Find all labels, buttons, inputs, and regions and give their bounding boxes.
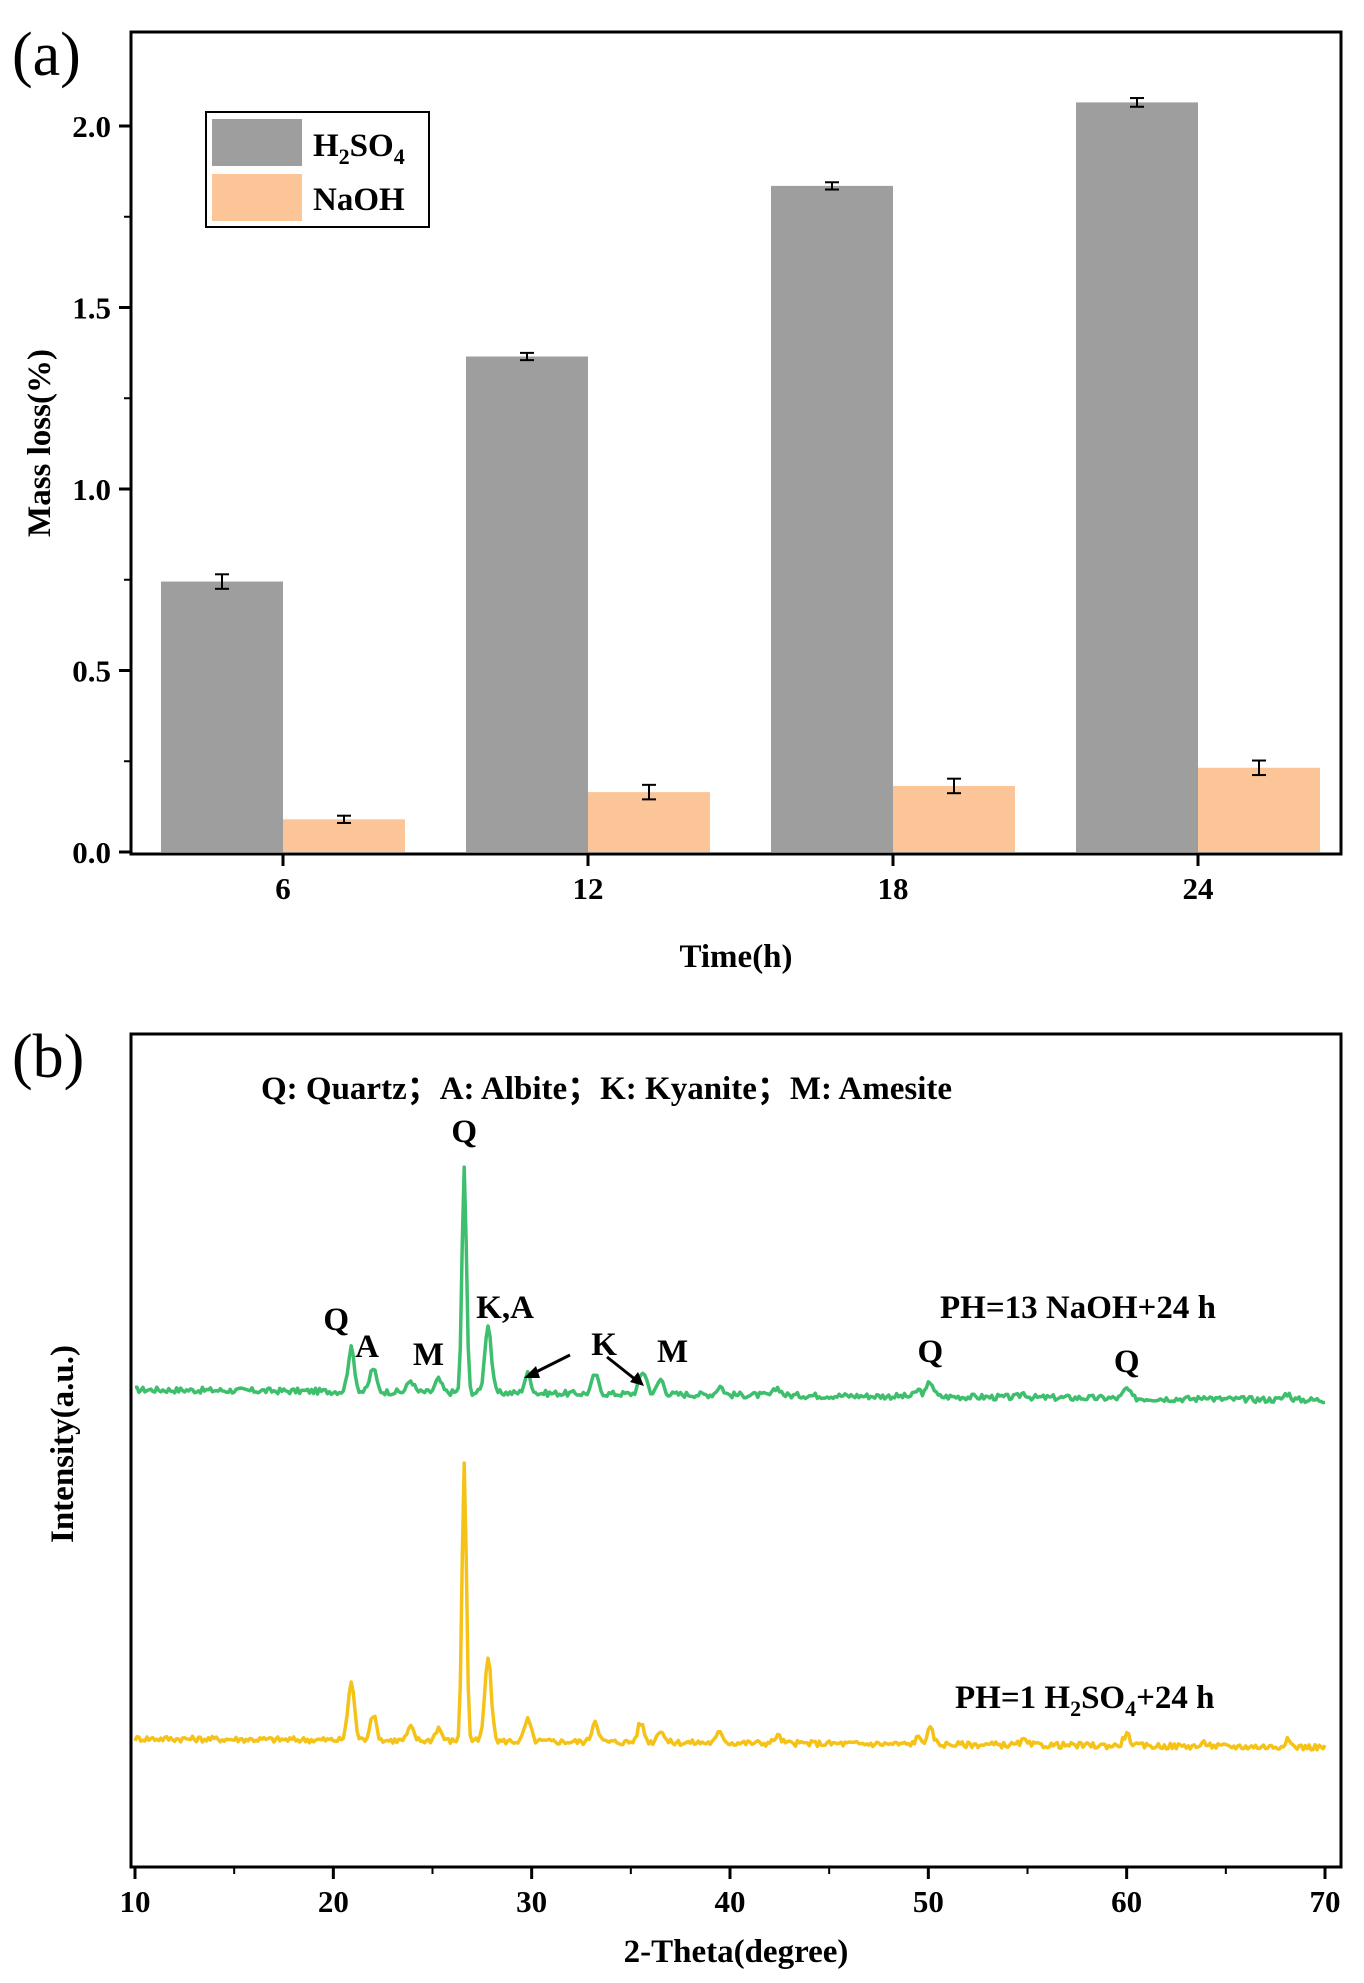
annotation-arrows: [524, 1353, 644, 1386]
arrow-k-right-head: [630, 1372, 644, 1386]
series-label-h2so4: PH=1 H2SO4+24 h: [955, 1680, 1215, 1721]
peak-label: Q: [323, 1302, 349, 1338]
phase-legend-text: Q: Quartz；A: Albite；K: Kyanite；M: Amesit…: [261, 1071, 952, 1107]
bar-naoh-24: [1198, 767, 1320, 852]
x-tick-label: 70: [1310, 1884, 1341, 1919]
panel-a-x-axis-title: Time(h): [679, 939, 792, 975]
x-tick-label: 60: [1111, 1884, 1142, 1919]
x-tick-label: 40: [715, 1884, 746, 1919]
legend-label-naoh: NaOH: [313, 182, 405, 218]
y-tick-label: 0.5: [72, 654, 111, 689]
y-tick-label: 1.0: [72, 472, 111, 507]
xrd-pattern-naoh: [134, 1165, 1326, 1405]
arrow-k-left-line: [531, 1353, 571, 1376]
peak-label: Q: [1114, 1344, 1140, 1380]
panel-a-plot-frame: [129, 30, 1343, 856]
y-tick-label: 0.0: [72, 835, 111, 870]
x-tick-label: 30: [516, 1884, 547, 1919]
panel-b-plot-frame: [129, 1032, 1343, 1869]
panel-b-label: (b): [12, 1023, 84, 1091]
bar-h2so4-12: [466, 356, 588, 852]
legend-swatch-h2so4: [212, 119, 302, 166]
x-tick-label: 12: [573, 871, 604, 906]
panel-b-patterns: [133, 1165, 1327, 1752]
peak-label: M: [657, 1334, 688, 1370]
peak-label: K: [591, 1327, 617, 1363]
panel-b-peak-annotations: QQA MK,AK M Q Q: [323, 1114, 1139, 1380]
x-tick-label: 18: [878, 871, 909, 906]
bar-h2so4-24: [1076, 102, 1198, 852]
panel-a-x-axis: 6 12 18 24: [275, 854, 1214, 906]
y-tick-label: 2.0: [72, 109, 111, 144]
panel-a-label: (a): [12, 21, 81, 89]
legend-label-h2so4: H2SO4: [313, 128, 405, 169]
x-tick-label: 10: [120, 1884, 151, 1919]
panel-a-legend: H2SO4 NaOH: [205, 111, 430, 228]
bar-naoh-18: [893, 785, 1015, 852]
panel-b-x-axis-title: 2-Theta(degree): [624, 1934, 849, 1970]
peak-label: A: [355, 1329, 379, 1365]
series-label-naoh: PH=13 NaOH+24 h: [940, 1290, 1216, 1326]
panel-b-x-axis: 10 20 30 40 50 60 70: [120, 1867, 1341, 1919]
x-tick-label: 6: [275, 871, 291, 906]
peak-label: Q: [917, 1334, 943, 1370]
panel-b-y-axis-title: Intensity(a.u.): [45, 1345, 81, 1543]
bar-naoh-12: [588, 792, 710, 852]
peak-label: Q: [451, 1114, 477, 1150]
peak-label: K,A: [476, 1290, 534, 1326]
bar-naoh-6: [283, 819, 405, 852]
x-tick-label: 20: [318, 1884, 349, 1919]
panel-b: (b) Q: Quartz；A: Albite；K: Kyanite；M: Am…: [12, 1023, 1343, 1970]
y-tick-label: 1.5: [72, 291, 111, 326]
x-tick-label: 50: [913, 1884, 944, 1919]
arrow-k-right-line: [606, 1355, 637, 1382]
bar-h2so4-18: [771, 185, 893, 852]
xrd-pattern-h2so4: [133, 1461, 1327, 1752]
panel-a-y-axis: 0.0 0.5 1.0 1.5 2.0: [72, 109, 131, 870]
panel-a: (a) 0.0 0.5 1.0 1.5 2.0 6 12 18 24 Time(h) Mass…: [12, 21, 1343, 975]
panel-a-y-axis-title: Mass loss(%): [22, 349, 58, 537]
peak-label: M: [413, 1337, 444, 1373]
x-tick-label: 24: [1183, 871, 1214, 906]
panel-a-bars: [161, 97, 1320, 852]
arrow-k-left-head: [524, 1366, 540, 1378]
bar-h2so4-6: [161, 581, 283, 852]
legend-swatch-naoh: [212, 174, 302, 221]
